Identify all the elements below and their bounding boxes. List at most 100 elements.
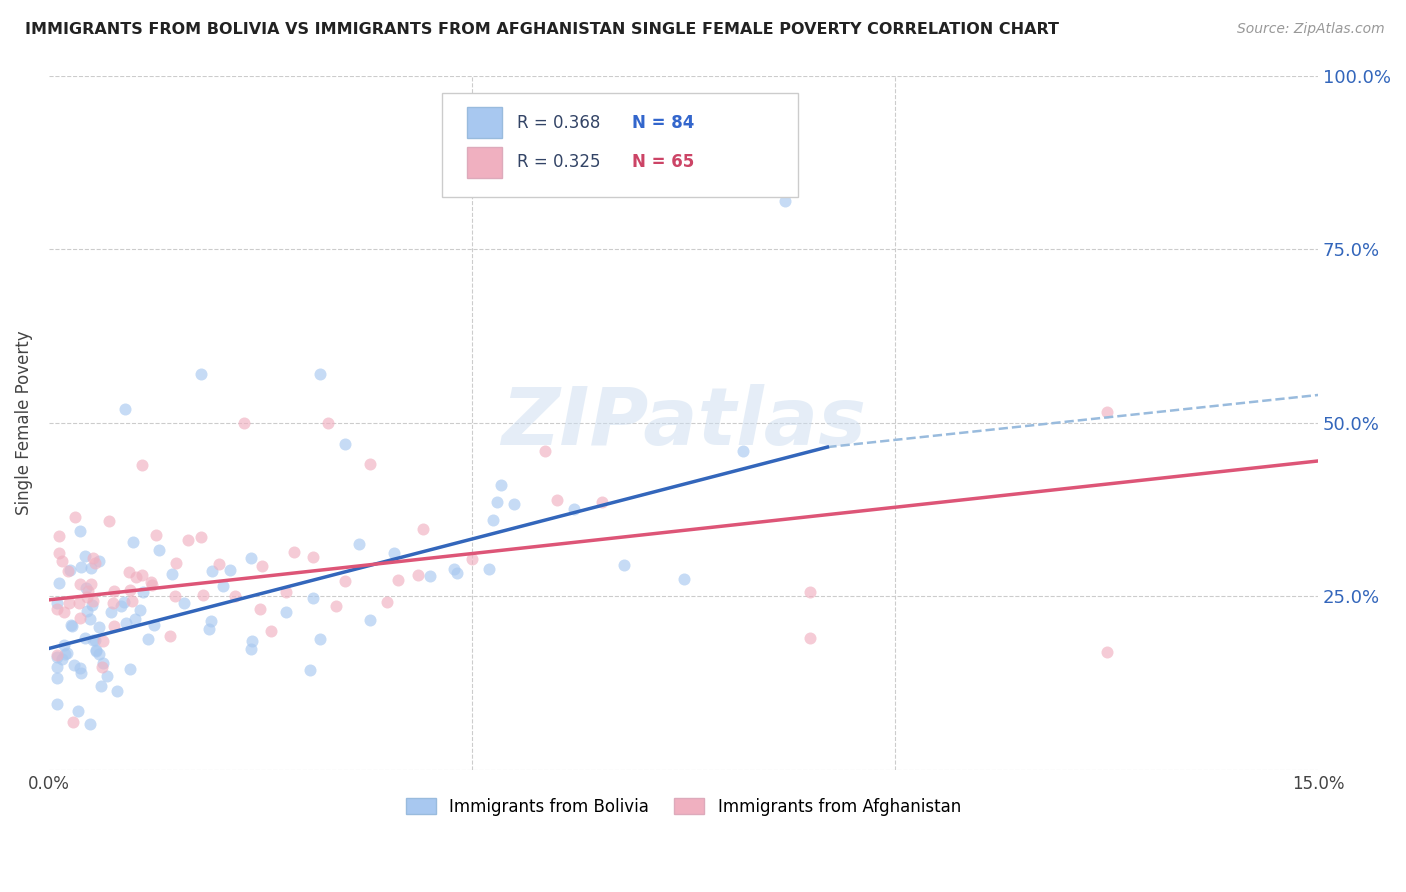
Point (76, 604, 98, 618)
Point (446, 566, 468, 580)
Point (316, 416, 339, 430)
Point (731, 444, 754, 458)
Point (672, 572, 695, 586)
Text: N = 65: N = 65 (631, 153, 693, 171)
Point (419, 569, 441, 583)
Bar (467, 146, 502, 178)
Point (79, 612, 101, 626)
Point (308, 367, 330, 381)
Point (56, 564, 79, 578)
Point (118, 566, 141, 580)
Point (46, 671, 69, 685)
Point (1095, 405, 1118, 419)
Point (55, 647, 77, 661)
Point (90, 659, 112, 673)
Point (82, 594, 104, 608)
Point (59, 563, 82, 577)
Point (58, 596, 80, 610)
Point (503, 497, 526, 511)
Point (173, 597, 195, 611)
Point (125, 570, 148, 584)
Point (70, 560, 93, 574)
Point (46, 602, 69, 616)
Point (274, 585, 297, 599)
Point (51, 554, 73, 568)
Point (46, 697, 69, 711)
Point (69, 577, 91, 591)
Point (120, 582, 142, 597)
Bar (467, 107, 502, 138)
Point (461, 552, 484, 566)
Point (46, 660, 69, 674)
Point (534, 443, 557, 458)
Text: Source: ZipAtlas.com: Source: ZipAtlas.com (1237, 22, 1385, 37)
Point (79, 717, 101, 731)
Point (60, 619, 83, 633)
Point (142, 618, 165, 632)
Point (163, 590, 186, 604)
Point (53, 638, 76, 652)
Point (302, 591, 325, 605)
Point (131, 458, 153, 472)
Point (53, 605, 76, 619)
Point (240, 551, 263, 566)
Point (613, 558, 636, 572)
Point (591, 495, 613, 509)
Point (145, 527, 167, 541)
Text: IMMIGRANTS FROM BOLIVIA VS IMMIGRANTS FROM AFGHANISTAN SINGLE FEMALE POVERTY COR: IMMIGRANTS FROM BOLIVIA VS IMMIGRANTS FR… (25, 22, 1059, 37)
Point (360, 458, 382, 472)
Point (48, 575, 70, 590)
Text: R = 0.325: R = 0.325 (517, 153, 600, 171)
Point (89, 648, 111, 662)
Point (114, 401, 136, 416)
Point (283, 545, 305, 559)
Point (124, 612, 146, 626)
Point (98, 515, 121, 529)
Point (82, 632, 104, 647)
Legend: Immigrants from Bolivia, Immigrants from Afghanistan: Immigrants from Bolivia, Immigrants from… (398, 789, 969, 824)
Text: R = 0.368: R = 0.368 (517, 114, 600, 132)
Point (90, 679, 112, 693)
Point (89, 554, 111, 568)
Point (79, 561, 101, 575)
Point (486, 494, 509, 508)
Point (46, 648, 69, 662)
Point (69, 661, 91, 675)
Point (80, 577, 103, 591)
Point (799, 631, 821, 645)
Point (84, 556, 107, 570)
Point (201, 564, 224, 578)
Point (69, 524, 91, 538)
Point (208, 557, 231, 571)
Point (121, 534, 143, 549)
Point (250, 559, 273, 574)
Point (132, 584, 155, 599)
Point (165, 556, 187, 570)
Point (76, 591, 98, 605)
Point (799, 584, 821, 599)
Point (87, 619, 110, 633)
Point (478, 562, 501, 576)
Point (325, 599, 347, 613)
Point (75, 581, 97, 595)
Point (129, 603, 152, 617)
Point (562, 501, 585, 516)
Point (482, 513, 505, 527)
Point (412, 522, 434, 536)
Point (198, 622, 221, 636)
Point (103, 584, 125, 599)
Point (91, 657, 114, 671)
Point (63, 509, 86, 524)
Point (84, 643, 107, 657)
Point (308, 632, 330, 646)
Point (51, 652, 73, 666)
Point (131, 568, 153, 582)
Point (62, 714, 84, 729)
Point (80, 598, 103, 612)
Point (347, 537, 370, 551)
Point (191, 588, 214, 602)
Point (148, 543, 170, 558)
Point (240, 633, 263, 648)
Point (232, 416, 254, 430)
Point (83, 633, 105, 648)
